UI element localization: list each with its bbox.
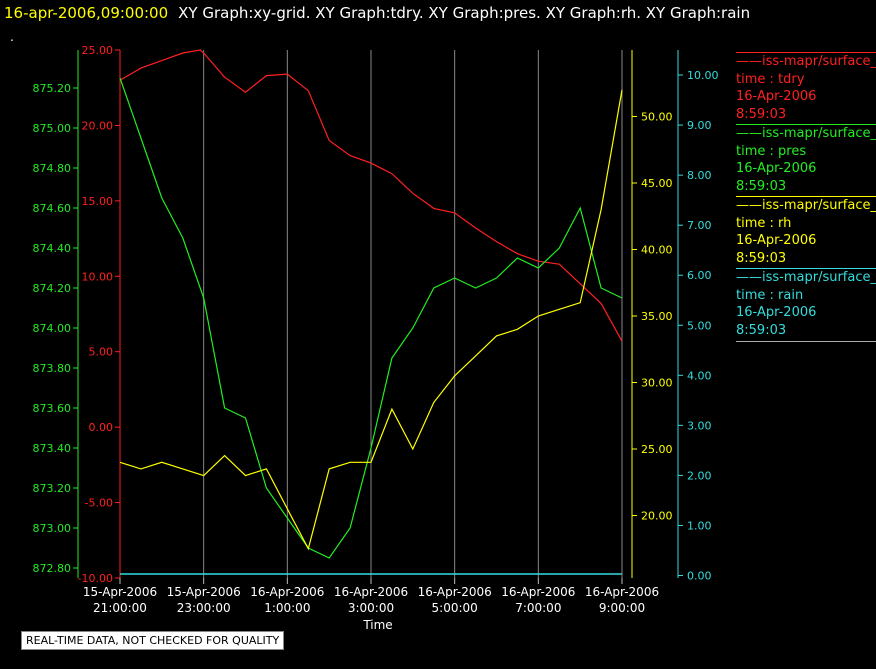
- legend-series-name: ——iss-mapr/surface_: [736, 198, 876, 213]
- x-tick-label-date: 16-Apr-2006: [334, 585, 408, 599]
- rain-tick-label: 1.00: [687, 519, 712, 532]
- legend-rh: ——iss-mapr/surface_ time : rh 16-Apr-200…: [736, 194, 876, 267]
- legend-date: 16-Apr-2006: [736, 305, 817, 320]
- rh-tick-label: 45.00: [641, 177, 673, 190]
- legend-series-name: ——iss-mapr/surface_: [736, 126, 876, 141]
- legend-date: 16-Apr-2006: [736, 233, 817, 248]
- title-bar: 16-apr-2006,09:00:00 XY Graph:xy-grid. XY…: [0, 0, 876, 26]
- tdry-tick-label: -5.00: [85, 497, 113, 510]
- x-axis-label: Time: [362, 618, 392, 632]
- rain-tick-label: 9.00: [687, 119, 712, 132]
- pres-tick-label: 874.60: [33, 202, 72, 215]
- x-tick-label-date: 16-Apr-2006: [250, 585, 324, 599]
- pres-tick-label: 873.00: [33, 522, 72, 535]
- x-tick-label-date: 16-Apr-2006: [501, 585, 575, 599]
- legend-rule-bottom: [736, 341, 876, 342]
- x-tick-label-time: 5:00:00: [432, 601, 478, 615]
- pres-tick-label: 872.80: [33, 562, 72, 575]
- legend-time: 8:59:03: [736, 322, 787, 338]
- legend-series-name: ——iss-mapr/surface_: [736, 270, 876, 285]
- rain-tick-label: 7.00: [687, 219, 712, 232]
- pres-tick-label: 873.60: [33, 402, 72, 415]
- x-tick-label-date: 15-Apr-2006: [83, 585, 157, 599]
- grid-lines: [119, 50, 623, 578]
- x-axis-ticks: 15-Apr-2006 21:00:00 15-Apr-2006 23:00:00 16…: [83, 578, 659, 615]
- rain-tick-label: 2.00: [687, 469, 712, 482]
- legend-var: time : rain: [736, 287, 804, 303]
- legend-var: time : pres: [736, 143, 807, 159]
- rain-tick-label: 8.00: [687, 169, 712, 182]
- header-timestamp: 16-apr-2006,09:00:00: [4, 4, 169, 22]
- tdry-tick-label: 25.00: [82, 44, 114, 57]
- rh-tick-label: 35.00: [641, 310, 673, 323]
- tdry-tick-label: 10.00: [82, 270, 114, 283]
- legend-date: 16-Apr-2006: [736, 89, 817, 104]
- rain-tick-label: 10.00: [687, 69, 719, 82]
- pres-tick-label: 873.20: [33, 482, 72, 495]
- legend-time: 8:59:03: [736, 250, 787, 266]
- pres-tick-label: 873.40: [33, 442, 72, 455]
- pres-tick-label: 874.80: [33, 162, 72, 175]
- legend-rule: [736, 124, 876, 125]
- pres-tick-label: 874.40: [33, 242, 72, 255]
- rain-tick-label: 6.00: [687, 269, 712, 282]
- x-tick-label-time: 3:00:00: [348, 601, 394, 615]
- rain-tick-label: 5.00: [687, 319, 712, 332]
- tdry-tick-label: -10.00: [78, 572, 113, 585]
- legend-date: 16-Apr-2006: [736, 161, 817, 176]
- quality-disclaimer: REAL-TIME DATA, NOT CHECKED FOR QUALITY: [21, 631, 285, 650]
- rh-tick-label: 30.00: [641, 376, 673, 389]
- chart-axes: 872.80 873.00 873.20 873.40 873.60 873.80 874.…: [33, 44, 719, 585]
- x-tick-label-time: 23:00:00: [177, 601, 231, 615]
- series-line-rh: [119, 89, 623, 551]
- legend-time: 8:59:03: [736, 106, 787, 122]
- tdry-tick-label: 15.00: [82, 195, 114, 208]
- legend-name-text: iss-mapr/surface_: [762, 54, 876, 69]
- rh-tick-label: 20.00: [641, 509, 673, 522]
- pres-tick-label: 875.20: [33, 82, 72, 95]
- rh-tick-label: 50.00: [641, 110, 673, 123]
- legend-pres: ——iss-mapr/surface_ time : pres 16-Apr-2…: [736, 122, 876, 195]
- legend-rule: [736, 268, 876, 269]
- rh-tick-label: 25.00: [641, 443, 673, 456]
- x-tick-label-date: 15-Apr-2006: [167, 585, 241, 599]
- header-dot: .: [10, 30, 14, 44]
- pres-tick-label: 873.80: [33, 362, 72, 375]
- pres-tick-label: 875.00: [33, 122, 72, 135]
- series-line-pres: [119, 77, 623, 559]
- legend-time: 8:59:03: [736, 178, 787, 194]
- legend-rule: [736, 196, 876, 197]
- rain-tick-label: 0.00: [687, 569, 712, 582]
- legend-var: time : rh: [736, 215, 792, 231]
- pres-tick-label: 874.20: [33, 282, 72, 295]
- rain-tick-label: 4.00: [687, 369, 712, 382]
- legend-rain: ——iss-mapr/surface_ time : rain 16-Apr-2…: [736, 266, 876, 342]
- series-line-tdry: [119, 49, 623, 342]
- rain-tick-label: 3.00: [687, 419, 712, 432]
- x-tick-label-time: 7:00:00: [515, 601, 561, 615]
- legend-series-name: ——iss-mapr/surface_: [736, 54, 876, 69]
- legend-name-text: iss-mapr/surface_: [762, 270, 876, 285]
- x-tick-label-time: 21:00:00: [93, 601, 147, 615]
- legend-name-text: iss-mapr/surface_: [762, 198, 876, 213]
- legend-rule: [736, 52, 876, 53]
- x-tick-label-date: 16-Apr-2006: [585, 585, 659, 599]
- tdry-tick-label: 5.00: [89, 346, 114, 359]
- data-lines: [119, 49, 623, 559]
- tdry-tick-label: 0.00: [89, 421, 114, 434]
- tdry-tick-label: 20.00: [82, 119, 114, 132]
- x-tick-label-time: 1:00:00: [264, 601, 310, 615]
- legend-tdry: ——iss-mapr/surface_ time : tdry 16-Apr-2…: [736, 50, 876, 123]
- x-tick-label-date: 16-Apr-2006: [418, 585, 492, 599]
- rh-tick-label: 40.00: [641, 243, 673, 256]
- pres-tick-label: 874.00: [33, 322, 72, 335]
- legend-var: time : tdry: [736, 71, 805, 87]
- x-tick-label-time: 9:00:00: [599, 601, 645, 615]
- legend-name-text: iss-mapr/surface_: [762, 126, 876, 141]
- header-graph-list: XY Graph:xy-grid. XY Graph:tdry. XY Grap…: [178, 4, 751, 22]
